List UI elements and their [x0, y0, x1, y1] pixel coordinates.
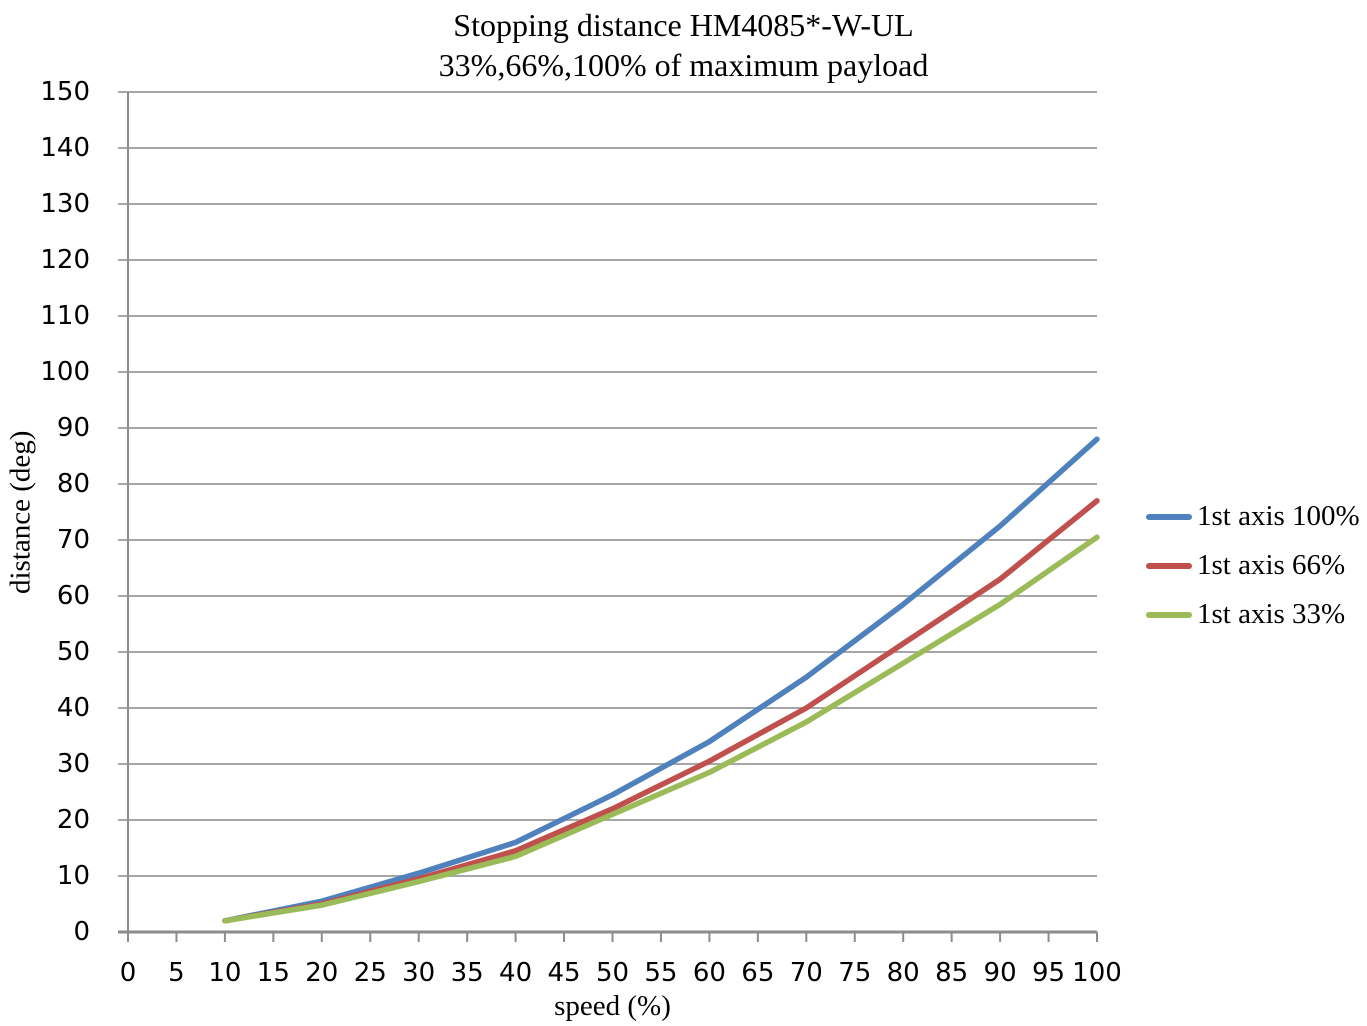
legend-label: 1st axis 66% [1197, 549, 1346, 581]
x-tick-label: 70 [789, 958, 823, 988]
legend: 1st axis 100% 1st axis 66% 1st axis 33% [1146, 492, 1360, 639]
legend-item-1st-axis-100: 1st axis 100% [1146, 492, 1360, 541]
x-tick-label: 95 [1032, 958, 1066, 988]
y-tick-label: 30 [56, 749, 90, 779]
chart-subtitle: 33%,66%,100% of maximum payload [438, 47, 929, 83]
legend-line-marker-red [1146, 562, 1192, 569]
x-tick-label: 80 [886, 958, 920, 988]
legend-item-1st-axis-66: 1st axis 66% [1146, 541, 1360, 590]
legend-item-1st-axis-33: 1st axis 33% [1146, 590, 1360, 639]
legend-label: 1st axis 33% [1197, 598, 1346, 630]
chart-title: Stopping distance HM4085*-W-UL [453, 7, 914, 43]
y-tick-label: 80 [56, 469, 90, 499]
x-tick-label: 85 [935, 958, 969, 988]
x-tick-label: 0 [119, 958, 137, 988]
x-tick-label: 30 [402, 958, 436, 988]
x-tick-label: 50 [595, 958, 630, 988]
x-tick-label: 60 [692, 958, 726, 988]
y-tick-label: 140 [40, 133, 90, 163]
y-tick-label: 20 [56, 805, 90, 835]
x-tick-label: 75 [838, 958, 872, 988]
series-line-1st-axis-33- [222, 534, 1100, 924]
x-tick-label: 15 [256, 958, 290, 988]
y-tick-label: 90 [56, 413, 90, 443]
y-tick-label: 120 [40, 245, 90, 275]
x-tick-label: 10 [208, 958, 242, 988]
x-tick-label: 25 [353, 958, 387, 988]
x-tick-label: 65 [741, 958, 775, 988]
series-line-1st-axis-66- [222, 498, 1100, 924]
x-tick-label: 5 [168, 958, 185, 988]
legend-line-marker-blue [1146, 513, 1192, 520]
y-tick-label: 110 [40, 301, 90, 331]
y-tick-label: 150 [40, 77, 90, 107]
x-tick-label: 20 [305, 958, 339, 988]
legend-line-marker-green [1146, 611, 1192, 618]
x-tick-label: 35 [450, 958, 484, 988]
x-tick-label: 55 [644, 958, 678, 988]
x-axis-title: speed (%) [554, 990, 671, 1022]
x-tick-label: 100 [1072, 958, 1122, 988]
y-axis-title: distance (deg) [4, 430, 37, 594]
y-tick-label: 70 [56, 525, 90, 555]
y-tick-label: 100 [40, 357, 90, 387]
y-tick-label: 130 [40, 189, 90, 219]
x-tick-label: 45 [547, 958, 581, 988]
legend-label: 1st axis 100% [1197, 500, 1360, 532]
y-tick-label: 40 [56, 693, 90, 723]
y-tick-label: 60 [56, 581, 90, 611]
x-tick-label: 40 [499, 958, 533, 988]
y-tick-label: 10 [56, 861, 90, 891]
series-line-1st-axis-100- [222, 436, 1100, 924]
y-tick-label: 50 [56, 637, 90, 667]
x-tick-label: 90 [983, 958, 1017, 988]
y-tick-label: 0 [73, 917, 90, 947]
